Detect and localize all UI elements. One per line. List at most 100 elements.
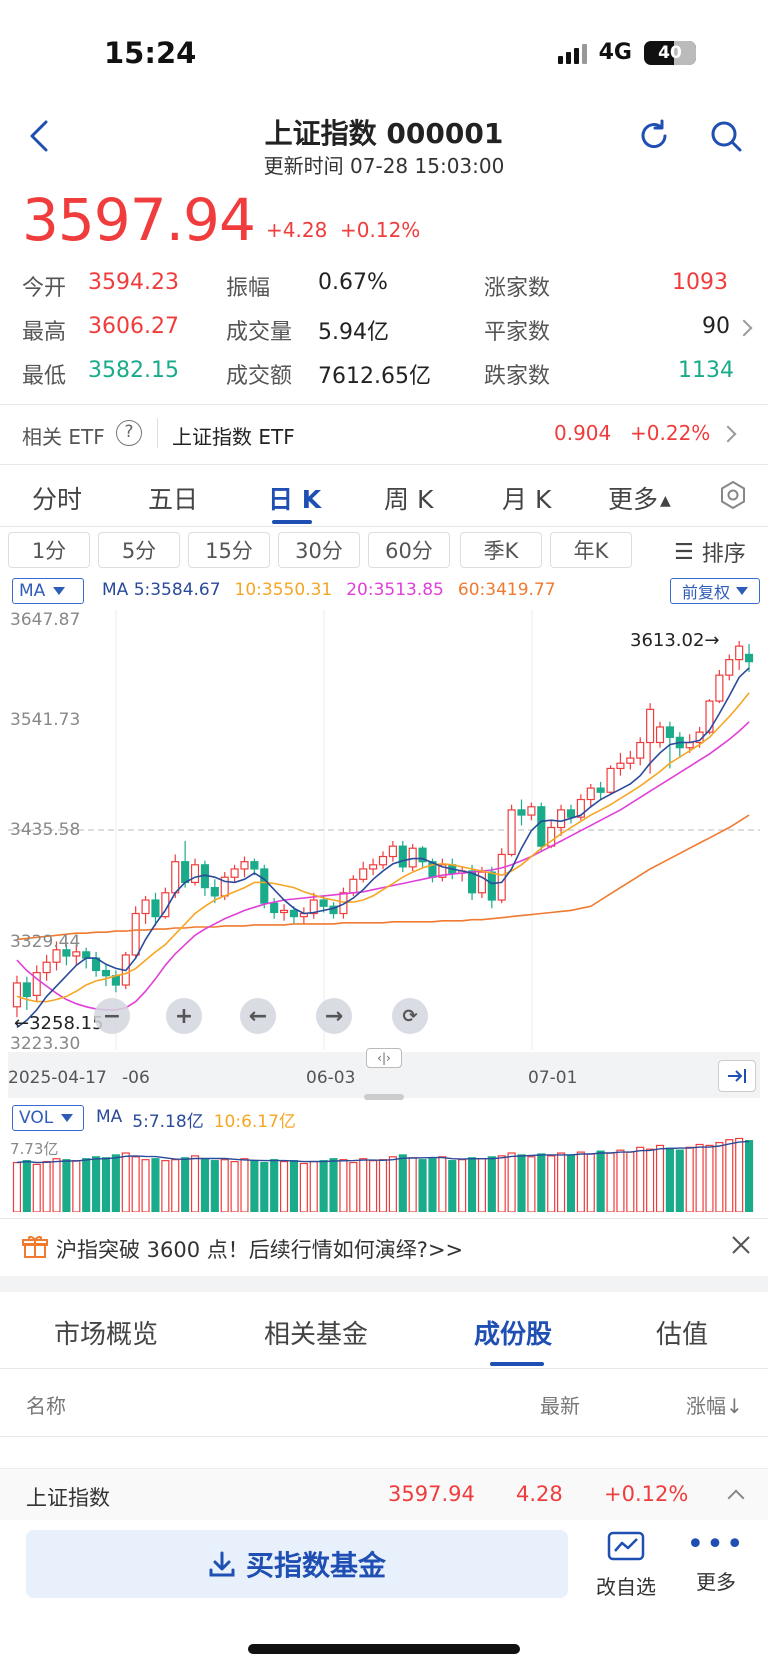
y-tick: 3329.44	[10, 932, 81, 952]
tab-30min[interactable]: 30分	[278, 532, 360, 568]
down-count-value: 1134	[678, 358, 734, 383]
jump-to-latest-button[interactable]	[718, 1060, 756, 1092]
etf-name[interactable]: 上证指数 ETF	[172, 425, 295, 449]
y-tick: 3223.30	[10, 1034, 81, 1054]
gear-icon[interactable]	[718, 480, 748, 510]
zoom-out-icon: −	[102, 1003, 122, 1029]
tab-market-overview[interactable]: 市场概览	[54, 1320, 159, 1350]
watchlist-button[interactable]: 改自选	[586, 1530, 666, 1600]
page-title: 上证指数 000001	[264, 117, 504, 150]
refresh-icon[interactable]	[636, 118, 672, 154]
low-value: 3582.15	[88, 358, 179, 383]
promo-banner[interactable]: 沪指突破 3600 点！后续行情如何演绎?>>	[56, 1238, 464, 1262]
candle-body	[359, 868, 368, 880]
zoom-out-button[interactable]: −	[94, 998, 130, 1034]
volume-ma-legend: MA 5:7.18亿 10:6.17亿	[96, 1107, 296, 1132]
volume-bar	[101, 1157, 111, 1212]
buy-index-fund-button[interactable]: 买指数基金	[26, 1530, 568, 1598]
candle-body	[388, 845, 397, 858]
resize-handle[interactable]	[364, 1094, 404, 1100]
gift-icon	[22, 1236, 48, 1258]
zoom-in-button[interactable]: +	[166, 998, 202, 1034]
tab-valuation[interactable]: 估值	[656, 1320, 709, 1350]
dropdown-icon	[61, 1114, 74, 1122]
tab-weekly-k[interactable]: 周 K	[384, 485, 434, 514]
column-header-change[interactable]: 涨幅↓	[686, 1394, 743, 1418]
candle-body	[576, 798, 585, 818]
x-tick: -06	[122, 1068, 150, 1088]
volume-bar	[557, 1152, 566, 1212]
column-header-name: 名称	[26, 1394, 66, 1418]
candlestick-chart[interactable]	[8, 610, 760, 1050]
candle-body	[735, 645, 744, 661]
candle-body	[665, 726, 674, 738]
tab-five-day[interactable]: 五日	[148, 485, 199, 514]
signal-icon	[557, 42, 587, 64]
tab-15min[interactable]: 15分	[188, 532, 270, 568]
scroll-left-button[interactable]: ←	[240, 998, 276, 1034]
rotate-button[interactable]: ⟳	[392, 998, 428, 1034]
candle-body	[22, 982, 31, 998]
candle-body	[72, 951, 81, 957]
volume-bar	[289, 1160, 299, 1212]
tab-more[interactable]: 更多 ▲	[608, 480, 671, 516]
volume-bar	[586, 1153, 595, 1212]
list-icon: ☰	[674, 539, 694, 565]
more-label: 更多	[696, 1570, 736, 1594]
volume-bar	[744, 1140, 754, 1212]
candle-body	[181, 861, 190, 884]
tab-1min[interactable]: 1分	[8, 532, 90, 568]
tab-5min[interactable]: 5分	[98, 532, 180, 568]
chevron-right-icon[interactable]	[719, 425, 737, 443]
candle-body	[101, 969, 111, 977]
candle-body	[655, 726, 665, 744]
tab-60min[interactable]: 60分	[368, 532, 450, 568]
flat-count-label[interactable]: 平家数	[484, 320, 551, 345]
volume-bar	[32, 1163, 41, 1212]
x-tick: 07-01	[528, 1068, 578, 1088]
more-button[interactable]: ••• 更多	[676, 1530, 756, 1595]
section-gap	[0, 1276, 768, 1292]
close-icon[interactable]	[728, 1232, 754, 1258]
ma10-value: 10:3550.31	[234, 580, 333, 600]
candle-body	[329, 905, 338, 915]
back-arrow-icon[interactable]	[26, 118, 52, 154]
volume-bar	[527, 1156, 536, 1212]
volume-bar	[507, 1152, 516, 1212]
volume-bar	[626, 1151, 635, 1212]
volume-bar	[220, 1159, 229, 1212]
battery-level: 40	[658, 42, 682, 63]
tab-constituents[interactable]: 成份股	[474, 1320, 553, 1350]
volume-bar	[319, 1160, 328, 1212]
volume-selector[interactable]: VOL	[12, 1105, 84, 1131]
column-header-latest[interactable]: 最新	[540, 1394, 580, 1418]
tab-daily-k[interactable]: 日 K	[268, 485, 322, 514]
scroll-right-button[interactable]: →	[316, 998, 352, 1034]
tab-year-k[interactable]: 年K	[550, 532, 632, 568]
adjust-label: 前复权	[681, 583, 730, 602]
down-count-label: 跌家数	[484, 364, 551, 389]
tab-quarter-k[interactable]: 季K	[460, 532, 542, 568]
candle-body	[42, 961, 51, 974]
sort-button[interactable]: ☰ 排序	[674, 536, 746, 568]
chevron-right-icon[interactable]	[735, 319, 753, 337]
candle-body	[636, 741, 645, 759]
tab-monthly-k[interactable]: 月 K	[502, 485, 552, 514]
adjust-selector[interactable]: 前复权	[670, 578, 760, 604]
candle-body	[566, 809, 576, 818]
search-icon[interactable]	[708, 118, 744, 154]
candle-body	[369, 864, 378, 870]
ma-selector-label: MA	[19, 581, 46, 601]
flat-count-value[interactable]: 90	[702, 314, 730, 339]
bottom-index-bar[interactable]	[0, 1468, 768, 1520]
x-tick: 06-03	[306, 1068, 356, 1088]
tab-intraday[interactable]: 分时	[32, 485, 83, 514]
up-count-value: 1093	[672, 270, 728, 295]
ma-selector[interactable]: MA	[12, 578, 84, 604]
candle-body	[497, 853, 506, 901]
candle-body	[82, 951, 91, 959]
drag-handle[interactable]: ‹|›	[366, 1048, 402, 1068]
help-icon[interactable]: ?	[116, 420, 142, 446]
tab-related-funds[interactable]: 相关基金	[264, 1320, 369, 1350]
volume-chart[interactable]	[8, 1134, 760, 1212]
